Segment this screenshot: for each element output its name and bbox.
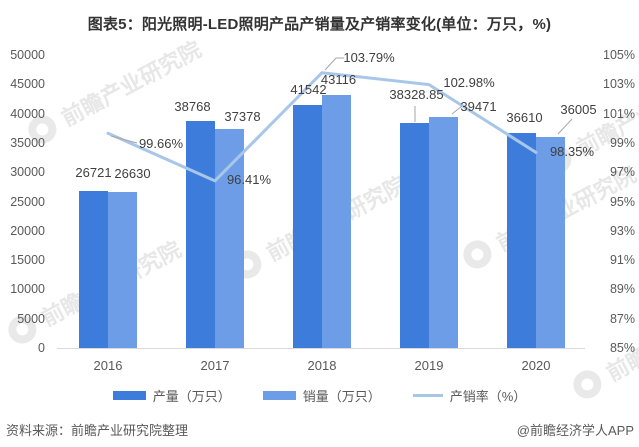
y-axis-right-tick: 105% (603, 48, 635, 62)
label-leader-line (324, 57, 344, 71)
legend-item: 产量（万只） (112, 386, 231, 405)
x-axis-label: 2018 (307, 358, 337, 373)
legend-item: 销量（万只） (262, 386, 381, 405)
bar-segment (79, 191, 108, 348)
y-axis-right-tick: 95% (609, 194, 635, 209)
brand-note: @前瞻经济学人APP (516, 423, 634, 438)
bar-value-label: 36610 (506, 110, 543, 126)
y-axis-right-tick: 91% (609, 253, 635, 268)
bar-value-label: 38328.85 (389, 87, 444, 103)
legend-label: 产销率（%） (449, 389, 527, 404)
y-axis-left-tick: 25000 (10, 194, 45, 209)
bar-segment (322, 95, 351, 348)
bar-segment (536, 137, 565, 348)
bar-value-label: 26630 (114, 165, 151, 181)
bar-value-label: 38768 (174, 98, 211, 114)
y-axis-left-tick: 0 (38, 341, 45, 355)
y-axis-right-tick: 87% (609, 311, 635, 326)
y-axis-right-tick: 93% (609, 223, 635, 238)
legend-label: 产量（万只） (152, 389, 231, 404)
bar-segment (186, 120, 215, 348)
y-axis-left-tick: 45000 (10, 77, 45, 92)
watermark: 前瞻产业研究院 (22, 32, 206, 150)
bar-segment (108, 191, 137, 348)
bar-value-label: 39471 (460, 98, 497, 114)
bar-segment (215, 128, 244, 348)
y-axis-right-tick: 85% (609, 341, 635, 355)
bar-segment (400, 123, 429, 348)
y-axis-left-tick: 10000 (10, 282, 45, 297)
y-axis-right-tick: 97% (609, 165, 635, 180)
label-leader-line (110, 135, 138, 144)
y-axis-right-tick: 103% (603, 77, 635, 92)
legend-label: 销量（万只） (302, 389, 381, 404)
x-axis-label: 2020 (521, 358, 551, 373)
legend-item: 产销率（%） (412, 386, 527, 405)
y-axis-left-tick: 20000 (10, 223, 45, 238)
bar-value-label: 43116 (320, 72, 357, 88)
x-axis-line (57, 348, 585, 349)
bar-segment (429, 116, 458, 348)
label-leader-line (557, 118, 573, 135)
watermark-text: 前瞻产业研究院 (57, 36, 206, 131)
bar-value-label: 36005 (560, 102, 597, 117)
x-axis-label: 2017 (200, 358, 230, 373)
line-point-label: 103.79% (343, 49, 395, 65)
y-axis-right-tick: 89% (609, 282, 635, 297)
bar-value-label: 26721 (75, 165, 112, 181)
line-point-label: 102.98% (443, 74, 495, 90)
y-axis-left-tick: 30000 (10, 165, 45, 180)
y-axis-left-tick: 40000 (10, 106, 45, 121)
y-axis-right-tick: 99% (609, 135, 635, 150)
y-axis-left-tick: 15000 (10, 253, 45, 268)
line-point-label: 96.41% (226, 171, 272, 187)
legend: 产量（万只） 销量（万只） 产销率（%） (0, 386, 639, 405)
y-axis-right-tick: 101% (603, 106, 635, 121)
legend-line-swatch (412, 394, 443, 397)
y-axis-left-tick: 50000 (10, 48, 45, 62)
x-axis-label: 2016 (93, 358, 123, 373)
chart-title: 图表5：阳光照明-LED照明产品产销量及产销率变化(单位：万只，%) (87, 16, 552, 33)
x-axis-label: 2019 (414, 358, 444, 373)
bar-value-label: 37378 (224, 108, 261, 124)
watermark-logo-icon (458, 235, 497, 274)
watermark-text: 前瞻产业研究院 (602, 291, 639, 386)
legend-bar-swatch (112, 391, 146, 400)
line-point-label: 98.35% (549, 144, 595, 160)
y-axis-left-tick: 5000 (17, 311, 45, 326)
bar-segment (293, 104, 322, 348)
y-axis-left-tick: 35000 (10, 135, 45, 150)
source-note: 资料来源：前瞻产业研究院整理 (6, 423, 189, 438)
line-point-label: 99.66% (138, 136, 184, 152)
legend-bar-swatch (262, 391, 296, 400)
bar-segment (507, 133, 536, 348)
